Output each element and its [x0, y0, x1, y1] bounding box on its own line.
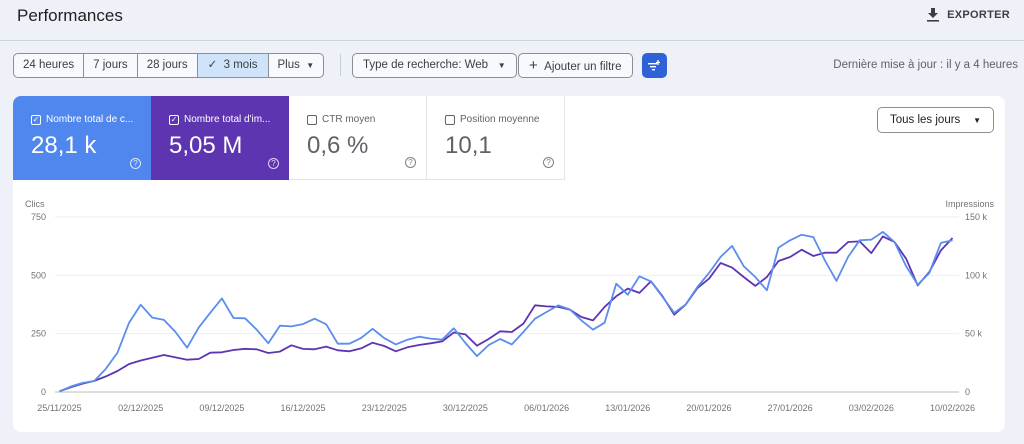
- search-type-dropdown[interactable]: Type de recherche: Web ▼: [352, 53, 517, 78]
- y-left-tick: 0: [41, 387, 46, 397]
- metric-position-tile[interactable]: Position moyenne 10,1 ?: [427, 96, 565, 180]
- export-button[interactable]: EXPORTER: [927, 8, 1010, 22]
- x-tick-label: 23/12/2025: [362, 403, 407, 413]
- y-right-tick: 150 k: [965, 212, 988, 222]
- help-icon[interactable]: ?: [543, 157, 554, 168]
- caret-down-icon: ▼: [973, 116, 981, 125]
- checkbox-checked-icon[interactable]: ✓: [169, 114, 179, 125]
- x-tick-label: 13/01/2026: [605, 403, 650, 413]
- granularity-dropdown[interactable]: Tous les jours ▼: [876, 107, 994, 133]
- y-right-tick: 50 k: [965, 329, 983, 339]
- add-filter-button[interactable]: + Ajouter un filtre: [518, 53, 633, 78]
- checkbox-unchecked-icon[interactable]: [445, 114, 455, 125]
- metric-impressions-tile[interactable]: ✓ Nombre total d'im... 5,05 M ?: [151, 96, 289, 180]
- metric-clicks-tile[interactable]: ✓ Nombre total de c... 28,1 k ?: [13, 96, 151, 180]
- metric-label: Position moyenne: [460, 114, 540, 125]
- performance-card: ✓ Nombre total de c... 28,1 k ? ✓ Nombre t…: [13, 96, 1005, 432]
- metric-label: CTR moyen: [322, 114, 376, 125]
- metric-label: Nombre total de c...: [46, 114, 134, 125]
- plus-icon: +: [529, 57, 538, 74]
- y-left-tick: 750: [31, 212, 46, 222]
- x-tick-label: 10/02/2026: [930, 403, 975, 413]
- checkbox-checked-icon[interactable]: ✓: [31, 114, 41, 125]
- range-more-label: Plus: [277, 59, 300, 71]
- x-tick-label: 30/12/2025: [443, 403, 488, 413]
- metric-value: 5,05 M: [169, 132, 243, 159]
- y-right-tick: 100 k: [965, 270, 988, 280]
- y-left-tick: 250: [31, 329, 46, 339]
- metric-ctr-tile[interactable]: CTR moyen 0,6 % ?: [289, 96, 427, 180]
- help-icon[interactable]: ?: [405, 157, 416, 168]
- date-range-selector: 24 heures 7 jours 28 jours ✓ 3 mois Plus…: [13, 53, 325, 78]
- caret-down-icon: ▼: [306, 61, 315, 70]
- granularity-label: Tous les jours: [889, 114, 961, 126]
- metric-label: Nombre total d'im...: [184, 114, 271, 125]
- help-icon[interactable]: ?: [268, 158, 279, 169]
- range-28d[interactable]: 28 jours: [138, 54, 198, 77]
- help-icon[interactable]: ?: [130, 158, 141, 169]
- toolbar-separator: [340, 54, 341, 76]
- range-3m-label: 3 mois: [223, 59, 258, 71]
- metric-value: 28,1 k: [31, 132, 97, 159]
- performance-chart: Clics Impressions 0 0 250 50 k 500 100 k 750 15…: [25, 199, 995, 413]
- add-filter-label: Ajouter un filtre: [544, 61, 622, 73]
- y-right-title: Impressions: [945, 199, 994, 209]
- clicks-series-line: [59, 230, 953, 393]
- y-left-title: Clics: [25, 199, 45, 209]
- caret-down-icon: ▼: [497, 61, 506, 70]
- range-24h[interactable]: 24 heures: [14, 54, 85, 77]
- x-tick-label: 25/11/2025: [37, 403, 81, 413]
- x-tick-label: 03/02/2026: [849, 403, 894, 413]
- header-divider: [0, 40, 1024, 41]
- metric-value: 0,6 %: [307, 132, 369, 159]
- search-type-label: Type de recherche: Web: [363, 59, 489, 71]
- x-tick-label: 20/01/2026: [686, 403, 731, 413]
- x-tick-label: 09/12/2025: [199, 403, 244, 413]
- check-icon: ✓: [207, 59, 224, 71]
- export-label: EXPORTER: [947, 9, 1010, 21]
- metric-value: 10,1: [445, 132, 492, 159]
- range-7d[interactable]: 7 jours: [84, 54, 138, 77]
- page-title: Performances: [17, 6, 123, 25]
- filter-settings-button[interactable]: [642, 53, 667, 78]
- impressions-series-line: [59, 235, 954, 393]
- x-tick-label: 02/12/2025: [118, 403, 163, 413]
- x-tick-label: 27/01/2026: [768, 403, 813, 413]
- range-more[interactable]: Plus ▼: [269, 54, 324, 77]
- x-tick-label: 06/01/2026: [524, 403, 569, 413]
- y-left-tick: 500: [31, 270, 46, 280]
- last-update-text: Dernière mise à jour : il y a 4 heures: [833, 59, 1018, 71]
- checkbox-unchecked-icon[interactable]: [307, 114, 317, 125]
- filter-list-icon: [648, 59, 660, 70]
- x-tick-label: 16/12/2025: [281, 403, 326, 413]
- download-icon: [927, 8, 940, 22]
- y-right-tick: 0: [965, 387, 970, 397]
- range-3m[interactable]: ✓ 3 mois: [197, 54, 269, 77]
